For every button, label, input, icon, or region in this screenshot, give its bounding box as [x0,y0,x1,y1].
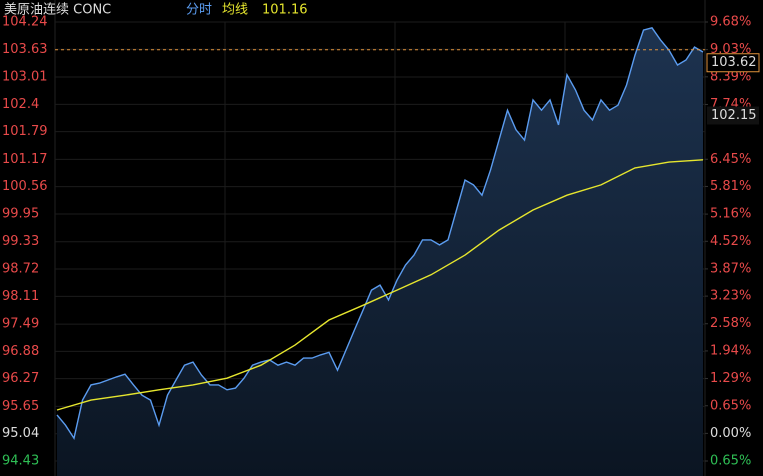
price-area [57,27,703,476]
y-tick-label: 96.27 [2,371,39,386]
last-price-box [706,53,760,73]
y-tick-label: 98.72 [2,262,39,277]
y2-tick-label: 0.65% [710,398,751,413]
y2-tick-label: 6.45% [710,152,751,167]
y2-tick-label: 5.81% [710,179,751,194]
y-tick-label: 100.56 [2,179,48,194]
y2-tick-label: 5.16% [710,207,751,222]
y2-tick-label: 1.94% [710,343,751,358]
header-name: 美原油连续 CONC [4,2,111,18]
y2-tick-label: 9.68% [710,15,751,30]
y2-tick-label: 1.29% [710,371,751,386]
y-tick-label: 95.65 [2,399,39,414]
avg-marker-label: 102.15 [711,108,757,123]
y-tick-label: 99.95 [2,206,39,221]
y2-tick-label: 8.39% [710,69,751,84]
y2-tick-label: 3.23% [710,289,751,304]
header-avg-label: 均线 [222,3,248,18]
y-tick-label: 97.49 [2,317,39,332]
header-avg-value: 101.16 [262,3,308,18]
y2-tick-label: 0.65% [710,454,751,469]
y-tick-label: 98.11 [2,289,39,304]
y2-tick-label: 3.87% [710,261,751,276]
y-tick-label: 101.79 [2,124,48,139]
y2-tick-label: 0.00% [710,426,751,441]
y2-tick-label: 4.52% [710,234,751,249]
y-tick-label: 95.04 [2,426,39,441]
avg-line [56,159,704,411]
y-tick-label: 94.43 [2,454,39,469]
y-tick-label: 104.24 [2,15,48,30]
price-line [56,26,704,440]
y-tick-label: 103.63 [2,42,48,57]
y-tick-label: 101.17 [2,152,48,167]
avg-marker-box [707,106,759,125]
header-price-label: 分时 [186,3,212,18]
last-price-label: 103.62 [711,55,757,70]
y-tick-label: 96.88 [2,344,39,359]
y-tick-label: 99.33 [2,234,39,249]
y-tick-label: 103.01 [2,70,48,85]
y-tick-label: 102.4 [2,97,39,112]
y2-tick-label: 2.58% [710,316,751,331]
